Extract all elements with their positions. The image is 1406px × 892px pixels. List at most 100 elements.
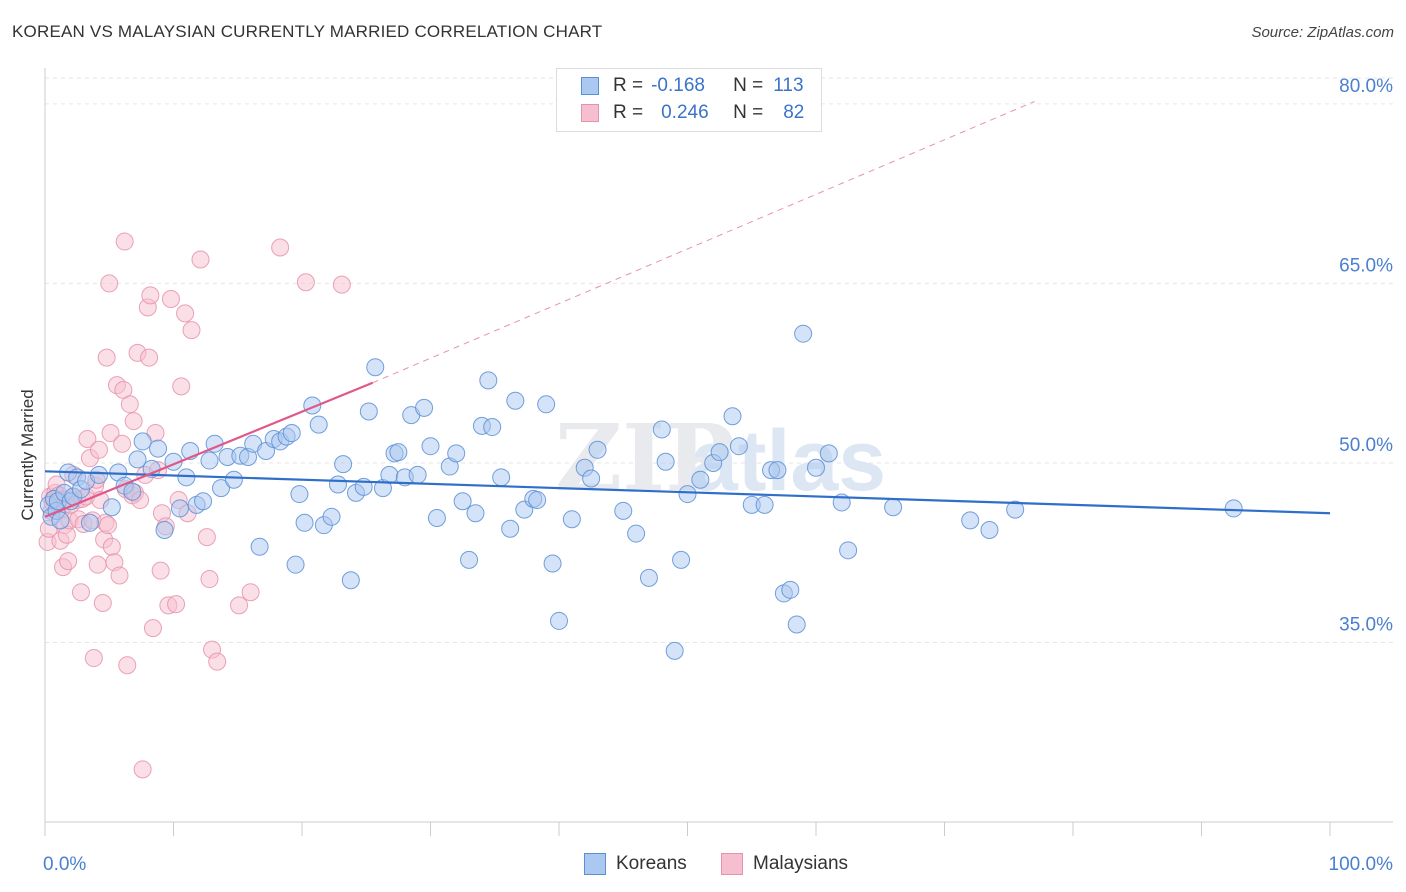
korean-point (582, 469, 601, 488)
korean-point (51, 511, 70, 530)
korean-point (309, 415, 328, 434)
y-tick-label: 80.0% (1339, 76, 1393, 97)
bottom-legend-label-malaysians: Malaysians (753, 853, 849, 874)
y-tick-labels: 35.0% 50.0% 65.0% 80.0% (1339, 76, 1393, 636)
legend-n-value-koreans: 113 (773, 75, 804, 96)
korean-point (755, 495, 774, 514)
malaysian-point (208, 652, 227, 671)
malaysian-point (120, 395, 139, 414)
watermark: ZIP atlas (555, 404, 886, 512)
korean-point (80, 513, 99, 532)
korean-point (807, 458, 825, 477)
legend-r-value-koreans: -0.168 (651, 75, 705, 96)
correlation-legend: R = -0.168 N = 113 R = 0.246 N = 82 (556, 68, 822, 132)
series-koreans (39, 324, 1243, 660)
korean-point (723, 407, 742, 426)
malaysian-point (93, 593, 112, 612)
malaysian-point (133, 760, 152, 779)
korean-point (819, 444, 838, 463)
malaysian-point (59, 552, 78, 571)
malaysian-point (100, 274, 119, 293)
korean-point (212, 479, 231, 498)
korean-point (334, 455, 353, 474)
korean-point (415, 398, 434, 417)
korean-point (528, 491, 547, 510)
korean-point (359, 402, 378, 421)
malaysian-point (332, 275, 351, 294)
malaysian-point (200, 570, 219, 589)
malaysian-point (140, 348, 159, 367)
korean-point (170, 499, 189, 518)
legend-r-label-koreans: R = (613, 75, 644, 96)
malaysian-trend-extension (372, 101, 1035, 384)
korean-point (729, 437, 748, 456)
korean-point (479, 371, 498, 390)
korean-point (408, 465, 427, 484)
korean-point (678, 485, 697, 504)
malaysian-trend-line (44, 381, 374, 518)
malaysian-point (98, 516, 117, 535)
korean-point (768, 461, 787, 480)
malaysian-point (141, 286, 160, 305)
korean-point (123, 482, 142, 501)
chart-title: KOREAN VS MALAYSIAN CURRENTLY MARRIED CO… (12, 22, 603, 41)
malaysian-point (88, 555, 107, 574)
malaysian-point (151, 561, 170, 580)
korean-point (787, 615, 806, 634)
malaysian-point (84, 649, 103, 668)
korean-point (562, 510, 581, 529)
malaysian-point (89, 440, 108, 459)
legend-n-value-malaysians: 82 (783, 102, 805, 123)
korean-point (656, 452, 675, 471)
korean-point (286, 555, 305, 574)
korean-point (447, 444, 466, 463)
malaysian-point (115, 232, 134, 251)
malaysian-point (167, 595, 186, 614)
korean-trend-line (44, 470, 1331, 515)
korean-point (483, 418, 502, 437)
malaysian-point (182, 321, 201, 340)
malaysian-point (101, 424, 120, 443)
korean-point (980, 520, 999, 539)
korean-point (639, 568, 658, 587)
malaysian-point (230, 596, 249, 615)
korean-point (128, 450, 147, 469)
y-tick-label: 65.0% (1339, 255, 1393, 276)
korean-point (627, 524, 646, 543)
malaysian-point (197, 528, 216, 547)
legend-r-label-malaysians: R = (613, 102, 644, 123)
legend-row-koreans: R = -0.168 N = 113 (581, 73, 804, 99)
korean-point (295, 513, 314, 532)
korean-point (380, 465, 399, 484)
x-tick-label: 100.0% (1329, 854, 1394, 875)
bottom-legend-malaysians: Malaysians (721, 852, 848, 876)
axis-layer (44, 68, 1393, 836)
x-tick-labels: 0.0% 100.0% (43, 854, 1393, 875)
korean-point (177, 468, 196, 487)
y-axis-label: Currently Married (18, 389, 37, 521)
y-tick-label: 50.0% (1339, 435, 1393, 456)
korean-point (366, 358, 385, 377)
korean-point (537, 395, 556, 414)
korean-point (89, 465, 108, 484)
korean-point (550, 611, 568, 630)
korean-point (691, 470, 710, 489)
korean-point (543, 554, 562, 573)
korean-point (1006, 500, 1025, 519)
korean-point (492, 468, 511, 487)
x-tick-label: 0.0% (43, 854, 86, 875)
korean-point (194, 492, 213, 511)
korean-point (588, 440, 607, 459)
malaysian-point (97, 348, 116, 367)
malaysian-point (110, 566, 129, 585)
korean-point (710, 443, 729, 462)
malaysian-point (102, 537, 121, 556)
bottom-swatch-koreans (584, 853, 606, 875)
korean-point (389, 443, 408, 462)
korean-point (224, 470, 243, 489)
trend-layer (44, 101, 1331, 518)
legend-swatch-koreans (581, 77, 599, 95)
malaysian-point (296, 273, 315, 292)
grid-layer (45, 77, 1393, 643)
korean-point (501, 519, 520, 538)
